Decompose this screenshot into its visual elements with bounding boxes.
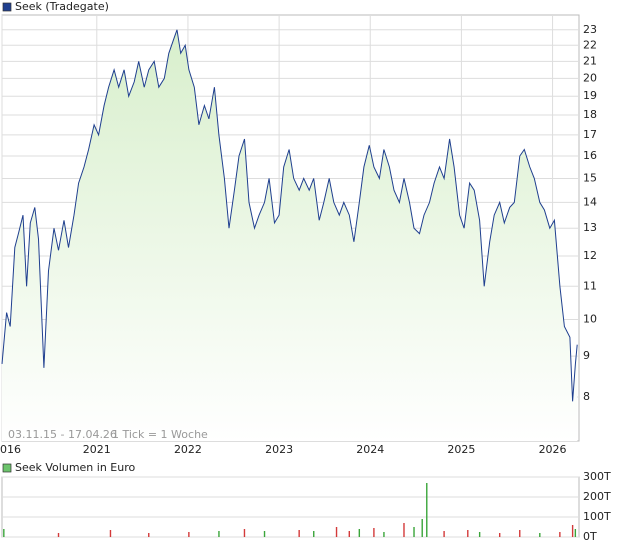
volume-bar [335, 527, 338, 537]
volume-bar [298, 530, 300, 537]
y-tick-label: 10 [583, 312, 597, 325]
x-tick-label: 2022 [174, 443, 202, 456]
legend-label: Seek Volumen in Euro [15, 461, 135, 474]
volume-bar [413, 527, 415, 537]
y-tick-label: 19 [583, 89, 597, 102]
x-tick-label: 2023 [265, 443, 293, 456]
y-tick-label: 22 [583, 38, 597, 51]
y-tick-label: 17 [583, 128, 597, 141]
x-tick-label: 2024 [356, 443, 384, 456]
y-tick-label: 8 [583, 390, 590, 403]
area-fill [2, 29, 578, 442]
y-tick-label: 18 [583, 108, 597, 121]
legend-swatch [2, 2, 12, 12]
y-tick-label: 15 [583, 171, 597, 184]
y-tick-label: 13 [583, 221, 597, 234]
volume-bar [467, 530, 469, 537]
y-tick-label: 200T [583, 490, 611, 503]
y-tick-label: 20 [583, 71, 597, 84]
volume-bar [571, 525, 574, 537]
y-tick-label: 16 [583, 149, 597, 162]
volume-bar [313, 531, 315, 537]
y-tick-label: 100T [583, 510, 611, 523]
y-tick-label: 11 [583, 279, 597, 292]
volume-bar [3, 529, 5, 537]
volume-bar [57, 533, 60, 537]
legend-label: Seek (Tradegate) [15, 0, 109, 13]
x-tick-label: 2025 [447, 443, 475, 456]
x-tick-label: 2026 [539, 443, 567, 456]
volume-bar [148, 533, 150, 537]
volume-bar [574, 529, 577, 537]
y-tick-label: 300T [583, 470, 611, 483]
volume-bar [421, 519, 423, 537]
volume-bar [498, 533, 501, 537]
volume-bar [443, 531, 445, 537]
y-tick-label: 14 [583, 195, 597, 208]
volume-bar [109, 530, 112, 537]
volume-bar [559, 532, 561, 537]
volume-bar [383, 532, 385, 537]
y-tick-label: 9 [583, 349, 590, 362]
volume-bar [243, 529, 246, 537]
y-tick-label: 12 [583, 249, 597, 262]
volume-bar [218, 531, 220, 537]
volume-bar [188, 532, 190, 537]
legend-swatch [2, 463, 12, 473]
volume-bar [348, 531, 350, 537]
x-tick-label: 016 [0, 443, 21, 456]
volume-bar [263, 531, 266, 537]
volume-bar [373, 528, 375, 537]
volume-bar [519, 530, 521, 537]
volume-bar [403, 523, 405, 537]
volume-bar [358, 529, 361, 537]
y-tick-label: 0T [583, 530, 597, 543]
price-line [1, 29, 578, 402]
volume-bar [426, 483, 428, 537]
y-tick-label: 23 [583, 23, 597, 36]
annotation: 03.11.15 - 17.04.26 [8, 428, 117, 441]
volume-bar [539, 533, 541, 537]
volume-bar [478, 532, 481, 537]
plot-area [1, 476, 580, 538]
y-tick-label: 21 [583, 54, 597, 67]
x-tick-label: 2021 [83, 443, 111, 456]
annotation: 1 Tick = 1 Woche [112, 428, 208, 441]
